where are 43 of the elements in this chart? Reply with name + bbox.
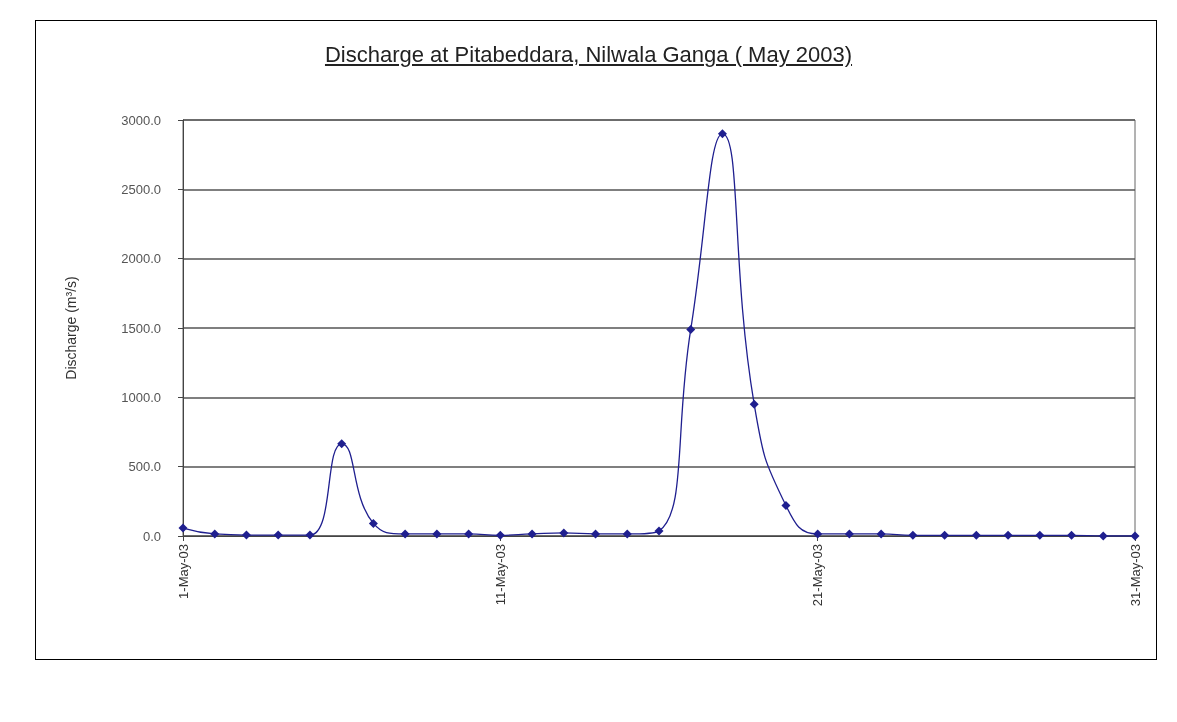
point [717, 129, 727, 139]
point [464, 529, 474, 539]
point [178, 523, 188, 533]
point [273, 530, 283, 540]
point [1098, 531, 1108, 541]
point [622, 529, 632, 539]
y-axis-title: Discharge (m³/s) [63, 276, 79, 380]
point [305, 530, 315, 540]
point [1003, 530, 1013, 540]
point [591, 529, 601, 539]
y-tick-label: 500.0 [128, 459, 161, 475]
point [368, 518, 378, 528]
point [940, 530, 950, 540]
y-tick-label: 1000.0 [121, 389, 161, 405]
x-tick-label: 1-May-03 [175, 544, 191, 599]
y-tick-label: 1500.0 [121, 320, 161, 336]
point [686, 324, 696, 334]
y-tick-label: 0.0 [142, 528, 161, 544]
point [527, 529, 537, 539]
point [1067, 530, 1077, 540]
x-tick-label: 31-May-03 [1127, 544, 1143, 607]
point [781, 500, 791, 510]
point [432, 529, 442, 539]
chart-title: Discharge at Pitabeddara, Nilwala Ganga ( May 2003) [323, 42, 854, 68]
point [908, 530, 918, 540]
y-tick-label: 2000.0 [121, 251, 161, 267]
point [1035, 530, 1045, 540]
point [241, 530, 251, 540]
point [813, 529, 823, 539]
point [400, 529, 410, 539]
point [876, 529, 886, 539]
point [749, 399, 759, 409]
point [654, 526, 664, 536]
point [559, 528, 569, 538]
x-tick-label: 21-May-03 [810, 544, 826, 607]
point [210, 529, 220, 539]
point [337, 439, 347, 449]
x-tick-label: 11-May-03 [492, 544, 508, 606]
point [495, 530, 505, 540]
y-tick-label: 3000.0 [121, 112, 161, 128]
point [971, 530, 981, 540]
point [844, 529, 854, 539]
y-tick-label: 2500.0 [121, 181, 161, 197]
